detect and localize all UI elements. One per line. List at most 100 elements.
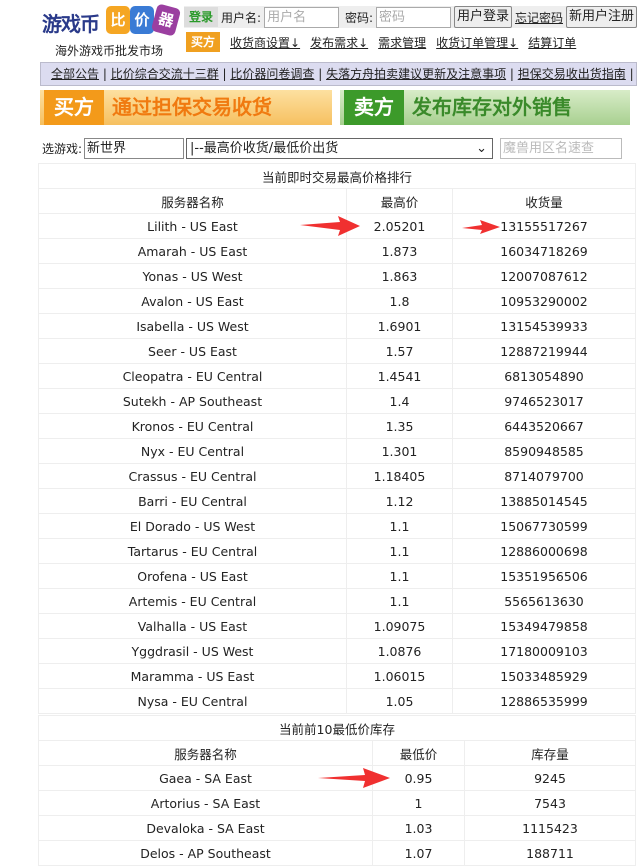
quantity: 6443520667 bbox=[452, 413, 636, 439]
buyer-link[interactable]: 收货商设置↓ bbox=[230, 35, 301, 50]
price: 1.301 bbox=[346, 438, 453, 464]
sell-banner[interactable]: 卖方 发布库存对外销售 bbox=[340, 90, 630, 125]
username-input[interactable]: 用户名 bbox=[264, 6, 339, 28]
password-label: 密码: bbox=[344, 10, 374, 25]
table-row: Yggdrasil - US West 1.0876 17180009103 bbox=[38, 638, 636, 664]
table-row: Valhalla - US East 1.09075 15349479858 bbox=[38, 613, 636, 639]
table-row: Artorius - SA East 1 7543 bbox=[38, 790, 636, 816]
price: 1.09075 bbox=[346, 613, 453, 639]
login-tag: 登录 bbox=[184, 7, 219, 27]
sell-banner-text: 发布库存对外销售 bbox=[412, 95, 572, 119]
server-name: Delos - AP Southeast bbox=[38, 840, 373, 866]
server-name: Artemis - EU Central bbox=[38, 588, 347, 614]
table-title: 当前即时交易最高价格排行 bbox=[38, 163, 636, 189]
column-header: 库存量 bbox=[464, 740, 636, 766]
server-name: Yonas - US West bbox=[38, 263, 347, 289]
server-name: Isabella - US West bbox=[38, 313, 347, 339]
buyer-link[interactable]: 发布需求↓ bbox=[310, 35, 369, 50]
table-row: Crassus - EU Central 1.18405 8714079700 bbox=[38, 463, 636, 489]
buy-banner[interactable]: 买方 通过担保交易收货 bbox=[40, 90, 332, 125]
price: 1.4541 bbox=[346, 363, 453, 389]
quantity: 188711 bbox=[464, 840, 636, 866]
price: 1.1 bbox=[346, 563, 453, 589]
table-row: Isabella - US West 1.6901 13154539933 bbox=[38, 313, 636, 339]
column-header: 最高价 bbox=[346, 188, 453, 214]
table-row: Devaloka - SA East 1.03 1115423 bbox=[38, 815, 636, 841]
price: 1.05 bbox=[346, 688, 453, 714]
nav-link[interactable]: 担保交易收出货指南 bbox=[517, 67, 626, 81]
table-row: Artemis - EU Central 1.1 5565613630 bbox=[38, 588, 636, 614]
quantity: 5565613630 bbox=[452, 588, 636, 614]
price: 1.57 bbox=[346, 338, 453, 364]
table-row: Gaea - SA East 0.95 9245 bbox=[38, 765, 636, 791]
server-name: Cleopatra - EU Central bbox=[38, 363, 347, 389]
server-name: Artorius - SA East bbox=[38, 790, 373, 816]
password-input[interactable]: 密码 bbox=[376, 6, 451, 28]
quantity: 17180009103 bbox=[452, 638, 636, 664]
register-button[interactable]: 新用户注册 bbox=[565, 6, 637, 28]
table-row: Barri - EU Central 1.12 13885014545 bbox=[38, 488, 636, 514]
price: 1.863 bbox=[346, 263, 453, 289]
quantity: 13154539933 bbox=[452, 313, 636, 339]
slogan: 海外游戏币批发市场 bbox=[55, 44, 164, 58]
quantity: 12887219944 bbox=[452, 338, 636, 364]
server-name: Sutekh - AP Southeast bbox=[38, 388, 347, 414]
quantity: 15351956506 bbox=[452, 563, 636, 589]
price: 1.07 bbox=[372, 840, 465, 866]
quantity: 12886000698 bbox=[452, 538, 636, 564]
quantity: 12007087612 bbox=[452, 263, 636, 289]
mode-select[interactable]: |--最高价收货/最低价出货 ⌄ bbox=[186, 138, 494, 159]
column-header: 服务器名称 bbox=[38, 188, 347, 214]
server-name: Nysa - EU Central bbox=[38, 688, 347, 714]
price: 1.03 bbox=[372, 815, 465, 841]
table-row: Kronos - EU Central 1.35 6443520667 bbox=[38, 413, 636, 439]
highest-price-table: 当前即时交易最高价格排行 服务器名称 最高价 收货量 Lilith - US E… bbox=[38, 163, 636, 714]
game-input[interactable]: 新世界 bbox=[84, 138, 185, 159]
server-name: Devaloka - SA East bbox=[38, 815, 373, 841]
table-row: Delos - AP Southeast 1.07 188711 bbox=[38, 840, 636, 866]
table-row: Cleopatra - EU Central 1.4541 6813054890 bbox=[38, 363, 636, 389]
nav-link[interactable]: 比价综合交流十三群 bbox=[110, 67, 219, 81]
server-name: Avalon - US East bbox=[38, 288, 347, 314]
buyer-tag: 买方 bbox=[186, 32, 221, 52]
login-button[interactable]: 用户登录 bbox=[453, 6, 512, 28]
table-row: Sutekh - AP Southeast 1.4 9746523017 bbox=[38, 388, 636, 414]
sell-banner-tag: 卖方 bbox=[344, 90, 404, 125]
quantity: 1115423 bbox=[464, 815, 636, 841]
buyer-menu: 买方 收货商设置↓ 发布需求↓ 需求管理 收货订单管理↓ 结算订单 bbox=[186, 32, 576, 52]
server-name: El Dorado - US West bbox=[38, 513, 347, 539]
table-row: Tartarus - EU Central 1.1 12886000698 bbox=[38, 538, 636, 564]
quantity: 15033485929 bbox=[452, 663, 636, 689]
nav-link[interactable]: 比价器问卷调查 bbox=[230, 67, 315, 81]
table-row: Seer - US East 1.57 12887219944 bbox=[38, 338, 636, 364]
price: 1.1 bbox=[346, 538, 453, 564]
buyer-link[interactable]: 收货订单管理↓ bbox=[436, 35, 519, 50]
table-row: Amarah - US East 1.873 16034718269 bbox=[38, 238, 636, 264]
server-name: Crassus - EU Central bbox=[38, 463, 347, 489]
forgot-password-link[interactable]: 忘记密码 bbox=[514, 10, 563, 25]
server-search-input[interactable]: 魔兽用区名速查 bbox=[500, 138, 623, 159]
price: 1.8 bbox=[346, 288, 453, 314]
column-header: 最低价 bbox=[372, 740, 465, 766]
quantity: 15349479858 bbox=[452, 613, 636, 639]
game-label: 选游戏: bbox=[42, 142, 83, 156]
table-title: 当前前10最低价库存 bbox=[38, 715, 636, 741]
buyer-link[interactable]: 需求管理 bbox=[378, 35, 427, 50]
quantity: 13885014545 bbox=[452, 488, 636, 514]
price: 1.6901 bbox=[346, 313, 453, 339]
nav-link[interactable]: 失落方舟拍卖建议更新及注意事项 bbox=[326, 67, 507, 81]
chevron-down-icon: ⌄ bbox=[476, 141, 488, 156]
table-row: Orofena - US East 1.1 15351956506 bbox=[38, 563, 636, 589]
quantity: 9245 bbox=[464, 765, 636, 791]
nav-link[interactable]: 全部公告 bbox=[51, 67, 100, 81]
quantity: 16034718269 bbox=[452, 238, 636, 264]
lowest-price-table: 当前前10最低价库存 服务器名称 最低价 库存量 Gaea - SA East 0… bbox=[38, 715, 636, 866]
table-row: El Dorado - US West 1.1 15067730599 bbox=[38, 513, 636, 539]
logo[interactable]: 游戏币 比 价 器 bbox=[42, 3, 182, 38]
price: 1.0876 bbox=[346, 638, 453, 664]
login-bar: 登录 用户名: 用户名 密码: 密码 用户登录 忘记密码 新用户注册 bbox=[184, 6, 637, 28]
buyer-link[interactable]: 结算订单 bbox=[528, 35, 577, 50]
price: 1.12 bbox=[346, 488, 453, 514]
price: 1.4 bbox=[346, 388, 453, 414]
buy-banner-tag: 买方 bbox=[44, 90, 104, 125]
